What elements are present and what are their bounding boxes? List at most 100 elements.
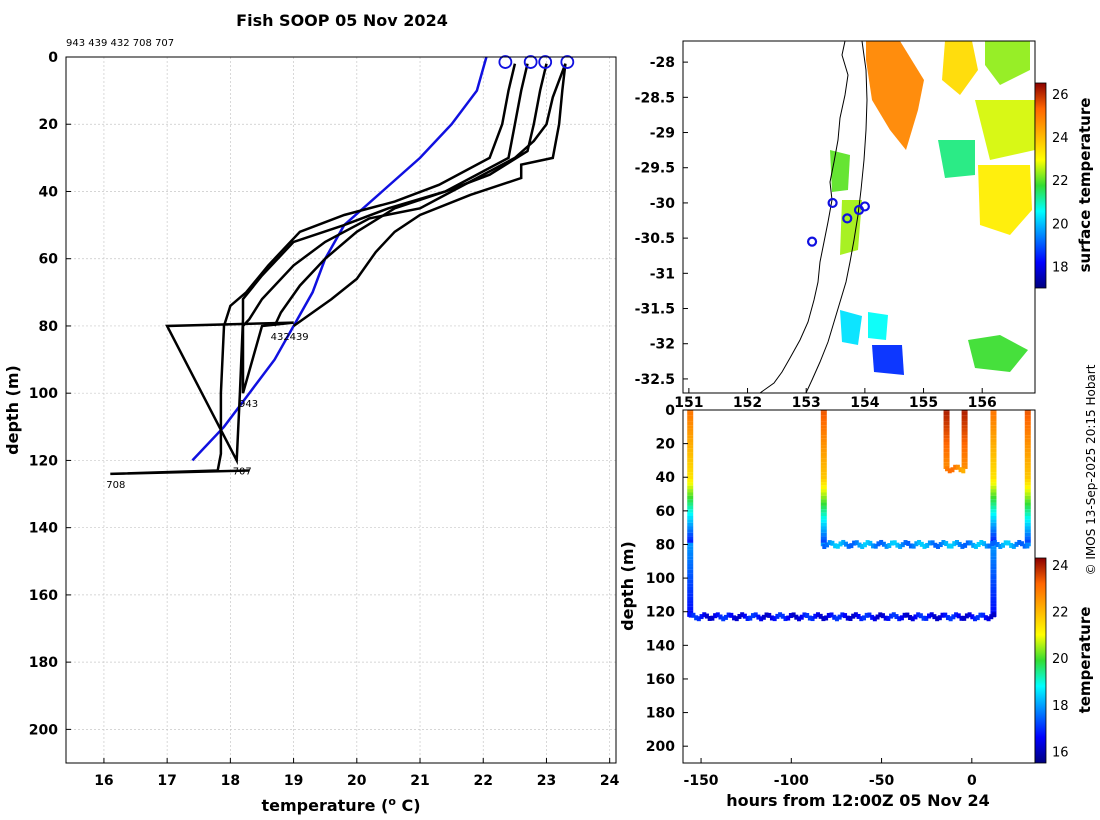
dt-vertical-segment — [990, 583, 997, 587]
dt-vertical-segment — [820, 479, 827, 483]
dt-bottom-segment — [945, 466, 950, 472]
dt-vertical-segment — [990, 556, 997, 560]
dt-bottom-segment — [753, 612, 758, 618]
dt-vertical-segment — [687, 600, 694, 604]
dt-vertical-segment — [687, 482, 694, 486]
dt-vertical-segment — [820, 472, 827, 476]
dt-vertical-segment — [820, 536, 827, 540]
dt-vertical-segment — [687, 485, 694, 490]
dt-bottom-segment — [696, 616, 701, 622]
dt-bottom-segment — [815, 612, 820, 618]
dt-vertical-segment — [687, 576, 694, 580]
dt-vertical-segment — [990, 495, 997, 500]
dt-bottom-segment — [983, 615, 988, 621]
dt-bottom-segment — [721, 616, 726, 622]
dt-y-tick-label: 140 — [646, 638, 675, 654]
dt-bottom-segment — [750, 613, 755, 619]
dt-bottom-segment — [938, 542, 943, 548]
dt-vertical-segment — [1024, 445, 1031, 449]
dt-vertical-segment — [1024, 418, 1031, 422]
dt-vertical-segment — [990, 438, 997, 443]
dt-bottom-segment — [852, 540, 857, 546]
dt-vertical-segment — [687, 489, 694, 493]
dt-vertical-segment — [990, 509, 997, 513]
dt-bottom-segment — [764, 612, 769, 618]
dt-vertical-segment — [820, 458, 827, 463]
dt-vertical-segment — [990, 502, 997, 506]
dt-bottom-segment — [702, 612, 707, 618]
dt-bottom-segment — [990, 541, 995, 547]
dt-vertical-segment — [1024, 455, 1031, 459]
dt-vertical-segment — [943, 428, 950, 432]
dt-bottom-segment — [715, 612, 720, 618]
dt-vertical-segment — [687, 462, 694, 466]
dt-vertical-segment — [990, 586, 997, 590]
y-tick-label: 60 — [39, 252, 59, 268]
dt-bottom-segment — [821, 616, 826, 622]
dt-bottom-segment — [1019, 541, 1024, 547]
y-tick-label: 160 — [29, 588, 58, 604]
dt-vertical-segment — [990, 526, 997, 530]
dt-bottom-segment — [862, 542, 867, 548]
dt-bottom-segment — [832, 614, 837, 620]
y-tick-label: 120 — [29, 453, 58, 469]
dt-vertical-segment — [687, 563, 694, 567]
dt-bottom-segment — [903, 540, 908, 546]
dt-bottom-segment — [951, 614, 956, 620]
dt-bottom-segment — [737, 613, 742, 619]
dt-bottom-segment — [886, 615, 891, 621]
dt-vertical-segment — [1024, 428, 1031, 432]
dt-bottom-segment — [778, 612, 783, 618]
dt-vertical-segment — [990, 579, 997, 584]
dt-bottom-segment — [958, 467, 963, 473]
dt-vertical-segment — [1024, 509, 1031, 513]
dt-vertical-segment — [687, 526, 694, 530]
sst-colorbar-tick-label: 20 — [1052, 217, 1069, 232]
sst-colorbar-label: surface temperature — [1076, 98, 1094, 273]
dt-vertical-segment — [1024, 425, 1031, 429]
dt-y-tick-label: 20 — [656, 437, 676, 453]
dt-vertical-segment — [687, 505, 694, 510]
dt-bottom-segment — [930, 540, 935, 546]
dt-bottom-segment — [956, 613, 961, 619]
dt-bottom-segment — [710, 615, 715, 621]
map-x-tick-label: 155 — [909, 395, 938, 411]
dt-bottom-segment — [887, 543, 892, 549]
dt-bottom-segment — [946, 543, 951, 549]
dt-vertical-segment — [943, 418, 950, 422]
sst-colorbar-tick-label: 22 — [1052, 174, 1069, 189]
sst-colorbar-tick-label: 26 — [1052, 88, 1069, 103]
profile-line-439 — [292, 63, 567, 328]
dt-bottom-segment — [982, 541, 987, 547]
sst-patch — [942, 41, 978, 95]
dt-bottom-segment — [964, 613, 969, 619]
surface-marker — [523, 55, 538, 69]
depth-time-x-label: hours from 12:00Z 05 Nov 24 — [726, 791, 989, 810]
dt-bottom-segment — [924, 615, 929, 621]
dt-vertical-segment — [820, 465, 827, 469]
sst-patch — [975, 100, 1035, 160]
dt-vertical-segment — [687, 542, 694, 547]
dt-vertical-segment — [961, 425, 968, 429]
dt-vertical-segment — [820, 435, 827, 439]
dt-x-tick-label: -150 — [684, 773, 719, 789]
dt-vertical-segment — [1024, 458, 1031, 463]
dt-vertical-segment — [687, 586, 694, 590]
sst-patches — [830, 41, 1035, 375]
dt-vertical-segment — [1024, 499, 1031, 503]
dt-bottom-segment — [902, 612, 907, 618]
dt-bottom-segment — [975, 615, 980, 621]
dt-vertical-segment — [961, 445, 968, 449]
dt-vertical-segment — [1024, 539, 1031, 543]
depth-time-background — [683, 410, 1035, 763]
dt-bottom-segment — [929, 612, 934, 618]
dt-bottom-segment — [875, 614, 880, 620]
dt-bottom-segment — [772, 616, 777, 622]
dt-vertical-segment — [990, 428, 997, 432]
dt-y-tick-label: 180 — [646, 706, 675, 722]
drop-locations — [806, 197, 870, 247]
dt-bottom-segment — [818, 613, 823, 619]
dt-vertical-segment — [820, 462, 827, 466]
dt-bottom-segment — [995, 542, 1000, 548]
dt-bottom-segment — [899, 615, 904, 621]
